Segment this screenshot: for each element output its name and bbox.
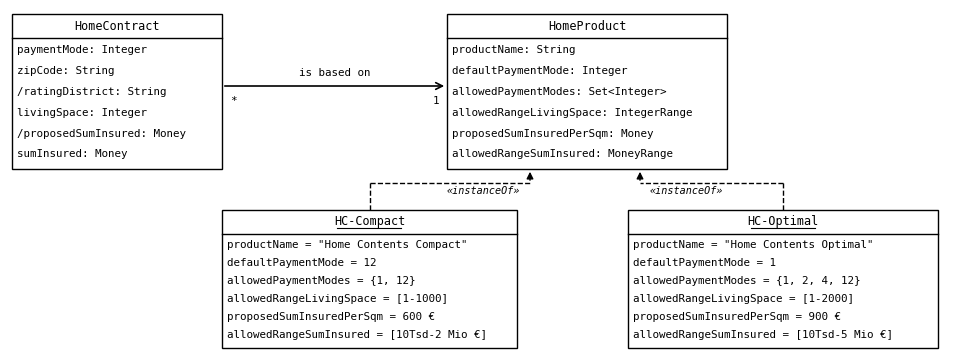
Bar (222, 210, 516, 348)
Text: /proposedSumInsured: Money: /proposedSumInsured: Money (17, 129, 186, 139)
Text: allowedPaymentModes: Set<Integer>: allowedPaymentModes: Set<Integer> (452, 87, 666, 97)
Text: sumInsured: Money: sumInsured: Money (17, 149, 127, 159)
Text: proposedSumInsuredPerSqm = 900 €: proposedSumInsuredPerSqm = 900 € (633, 312, 840, 322)
Text: defaultPaymentMode = 1: defaultPaymentMode = 1 (633, 258, 775, 268)
Text: 1: 1 (432, 96, 439, 106)
Bar (627, 210, 937, 348)
Text: defaultPaymentMode = 12: defaultPaymentMode = 12 (227, 258, 376, 268)
Text: «instanceOf»: «instanceOf» (446, 186, 519, 196)
Bar (447, 14, 726, 169)
Text: defaultPaymentMode: Integer: defaultPaymentMode: Integer (452, 66, 627, 76)
Text: allowedRangeLivingSpace = [1-2000]: allowedRangeLivingSpace = [1-2000] (633, 294, 853, 304)
Text: allowedPaymentModes = {1, 12}: allowedPaymentModes = {1, 12} (227, 276, 415, 286)
Text: paymentMode: Integer: paymentMode: Integer (17, 45, 147, 55)
Text: livingSpace: Integer: livingSpace: Integer (17, 108, 147, 118)
Text: allowedPaymentModes = {1, 2, 4, 12}: allowedPaymentModes = {1, 2, 4, 12} (633, 276, 860, 286)
Text: allowedRangeSumInsured = [10Tsd-2 Mio €]: allowedRangeSumInsured = [10Tsd-2 Mio €] (227, 330, 486, 340)
Bar (12, 14, 222, 169)
Text: zipCode: String: zipCode: String (17, 66, 114, 76)
Text: HC-Optimal: HC-Optimal (746, 216, 818, 229)
Text: allowedRangeLivingSpace: IntegerRange: allowedRangeLivingSpace: IntegerRange (452, 108, 692, 118)
Text: «instanceOf»: «instanceOf» (649, 186, 723, 196)
Text: productName = "Home Contents Optimal": productName = "Home Contents Optimal" (633, 240, 873, 250)
Text: HomeContract: HomeContract (75, 19, 160, 32)
Text: proposedSumInsuredPerSqm = 600 €: proposedSumInsuredPerSqm = 600 € (227, 312, 434, 322)
Text: is based on: is based on (298, 68, 370, 78)
Text: /ratingDistrict: String: /ratingDistrict: String (17, 87, 167, 97)
Text: allowedRangeLivingSpace = [1-1000]: allowedRangeLivingSpace = [1-1000] (227, 294, 448, 304)
Text: HC-Compact: HC-Compact (333, 216, 405, 229)
Text: proposedSumInsuredPerSqm: Money: proposedSumInsuredPerSqm: Money (452, 129, 653, 139)
Text: allowedRangeSumInsured: MoneyRange: allowedRangeSumInsured: MoneyRange (452, 149, 672, 159)
Text: productName: String: productName: String (452, 45, 575, 55)
Text: allowedRangeSumInsured = [10Tsd-5 Mio €]: allowedRangeSumInsured = [10Tsd-5 Mio €] (633, 330, 892, 340)
Text: productName = "Home Contents Compact": productName = "Home Contents Compact" (227, 240, 467, 250)
Text: *: * (230, 96, 236, 106)
Text: HomeProduct: HomeProduct (547, 19, 626, 32)
